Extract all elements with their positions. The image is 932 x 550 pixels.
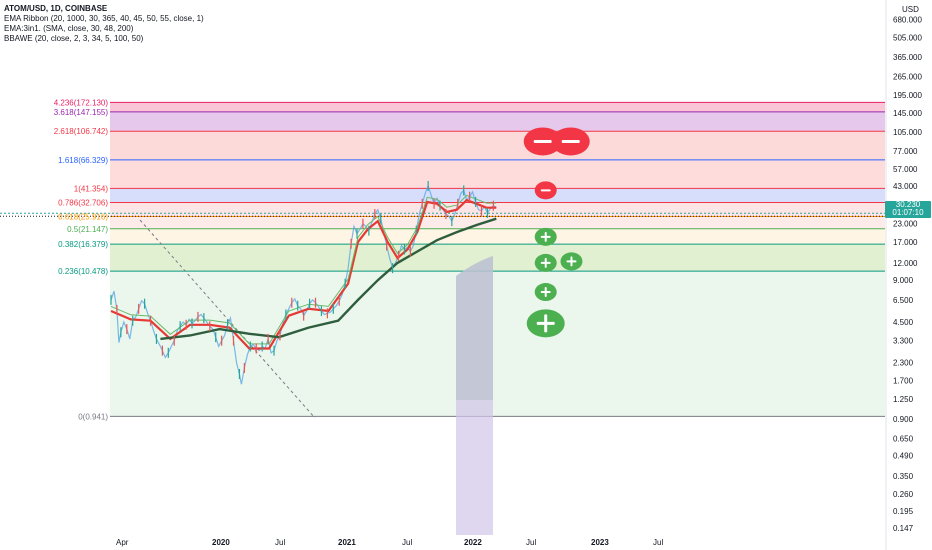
chart-legend: ATOM/USD, 1D, COINBASE EMA Ribbon (20, 1…: [4, 4, 204, 44]
fib-label-0.236: 0.236(10.478): [58, 267, 108, 276]
signal-markers: [523, 127, 590, 338]
last-price-value: 30.230: [895, 200, 921, 209]
price-axis-unit: USD: [902, 5, 919, 14]
price-tick: 0.260: [893, 490, 914, 499]
ema-ribbon-upper: [110, 194, 497, 345]
fib-band-0.382: [110, 244, 885, 272]
price-tick: 17.000: [893, 238, 918, 247]
time-tick: Jul: [402, 538, 412, 547]
legend-indicator-bbawe[interactable]: BBAWE (20, close, 2, 3, 34, 5, 100, 50): [4, 34, 144, 43]
fib-band-2.618: [110, 131, 885, 160]
fib-label-0.382: 0.382(16.379): [58, 240, 108, 249]
price-tick: 77.000: [893, 147, 918, 156]
fib-band-0.786: [110, 202, 885, 217]
price-tick: 57.000: [893, 165, 918, 174]
price-tick: 0.147: [893, 524, 914, 533]
fib-label-0.618: 0.618(25.916): [58, 213, 108, 222]
fib-label-3.618: 3.618(147.155): [54, 108, 109, 117]
fib-label-1: 1(41.354): [74, 184, 109, 193]
fib-band-1.618: [110, 159, 885, 189]
time-tick: Apr: [116, 538, 129, 547]
plus-marker-3: [534, 253, 557, 272]
plus-marker-5: [534, 283, 557, 302]
fib-label-0.786: 0.786(32.706): [58, 198, 108, 207]
price-tick: 9.000: [893, 276, 914, 285]
plus-marker-4: [560, 252, 583, 271]
fib-label-2.618: 2.618(106.742): [54, 127, 109, 136]
price-tick: 0.650: [893, 435, 914, 444]
price-tick: 2.300: [893, 358, 914, 367]
ema-200: [160, 217, 497, 341]
plus-marker-vbar: [544, 314, 548, 333]
price-tick: 105.000: [893, 128, 922, 137]
minus-marker-double-left: [523, 127, 562, 156]
price-tick: 12.000: [893, 259, 918, 268]
fib-label-4.236: 4.236(172.130): [54, 98, 109, 107]
diagonal-trend-line: [139, 219, 316, 419]
ema-ribbon: [110, 198, 497, 350]
price-tick: 1.700: [893, 377, 914, 386]
fib-label-1.618: 1.618(66.329): [58, 156, 108, 165]
fib-band-0.618: [110, 216, 885, 229]
price-tick: 23.000: [893, 220, 918, 229]
fib-label-0: 0(0.941): [78, 412, 108, 421]
time-tick: Jul: [275, 538, 285, 547]
fib-band-0.5: [110, 228, 885, 245]
price-tick: 0.350: [893, 472, 914, 481]
fib-labels: 4.236(172.130)3.618(147.155) 2.618(106.74…: [54, 98, 109, 421]
plus-marker-vbar: [544, 231, 547, 242]
time-tick: Jul: [653, 538, 663, 547]
plus-marker-6: [526, 309, 565, 338]
price-tick: 0.195: [893, 507, 914, 516]
price-tick: 43.000: [893, 182, 918, 191]
minus-marker-bar: [540, 189, 551, 192]
plus-marker-vbar: [544, 287, 547, 298]
price-tick: 505.000: [893, 34, 922, 43]
fib-band-0.236: [110, 271, 885, 417]
time-tick: 2020: [212, 538, 230, 547]
plus-marker-vbar: [570, 256, 573, 267]
plus-marker-2: [534, 227, 557, 246]
projection-column-top: [456, 256, 493, 400]
price-tick: 4.500: [893, 318, 914, 327]
time-tick: 2022: [464, 538, 482, 547]
minus-marker-bar: [533, 139, 552, 143]
price-tick: 195.000: [893, 91, 922, 100]
minus-marker-bar: [561, 139, 580, 143]
fib-label-0.5: 0.5(21.147): [67, 225, 108, 234]
series-layer: [110, 181, 497, 385]
price-tick: 145.000: [893, 109, 922, 118]
minus-marker-1: [534, 181, 557, 200]
legend-indicator-ema-3in1[interactable]: EMA:3in1. (SMA, close, 30, 48, 200): [4, 24, 134, 33]
price-tick: 1.250: [893, 395, 914, 404]
price-tick: 265.000: [893, 72, 922, 81]
plus-marker-vbar: [544, 257, 547, 268]
minus-marker-double-right: [551, 127, 590, 156]
time-tick: 2021: [338, 538, 356, 547]
fib-fills: [110, 102, 885, 417]
fib-band-4.236: [110, 102, 885, 112]
price-tick: 680.000: [893, 16, 922, 25]
price-tick: 365.000: [893, 53, 922, 62]
last-price-badge: 30.230 01:07:10: [885, 201, 931, 218]
price-tick: 0.900: [893, 415, 914, 424]
price-tick: 3.300: [893, 337, 914, 346]
fib-band-1: [110, 188, 885, 203]
price-axis: 680.000 505.000 365.000 265.000 195.000 145.0…: [885, 0, 922, 550]
time-tick: Jul: [526, 538, 536, 547]
time-axis: Apr 2020 Jul 2021 Jul 2022 Jul 2023 Jul: [116, 538, 663, 547]
price-tick: 0.490: [893, 452, 914, 461]
legend-indicator-ema-ribbon[interactable]: EMA Ribbon (20, 1000, 30, 365, 40, 45, 5…: [4, 14, 204, 23]
price-tick: 6.500: [893, 296, 914, 305]
time-tick: 2023: [591, 538, 609, 547]
fib-band-3.618: [110, 111, 885, 132]
legend-title: ATOM/USD, 1D, COINBASE: [4, 4, 108, 13]
fib-lines: [0, 101, 885, 417]
bar-countdown: 01:07:10: [892, 208, 924, 217]
projection-shade: [139, 219, 493, 535]
